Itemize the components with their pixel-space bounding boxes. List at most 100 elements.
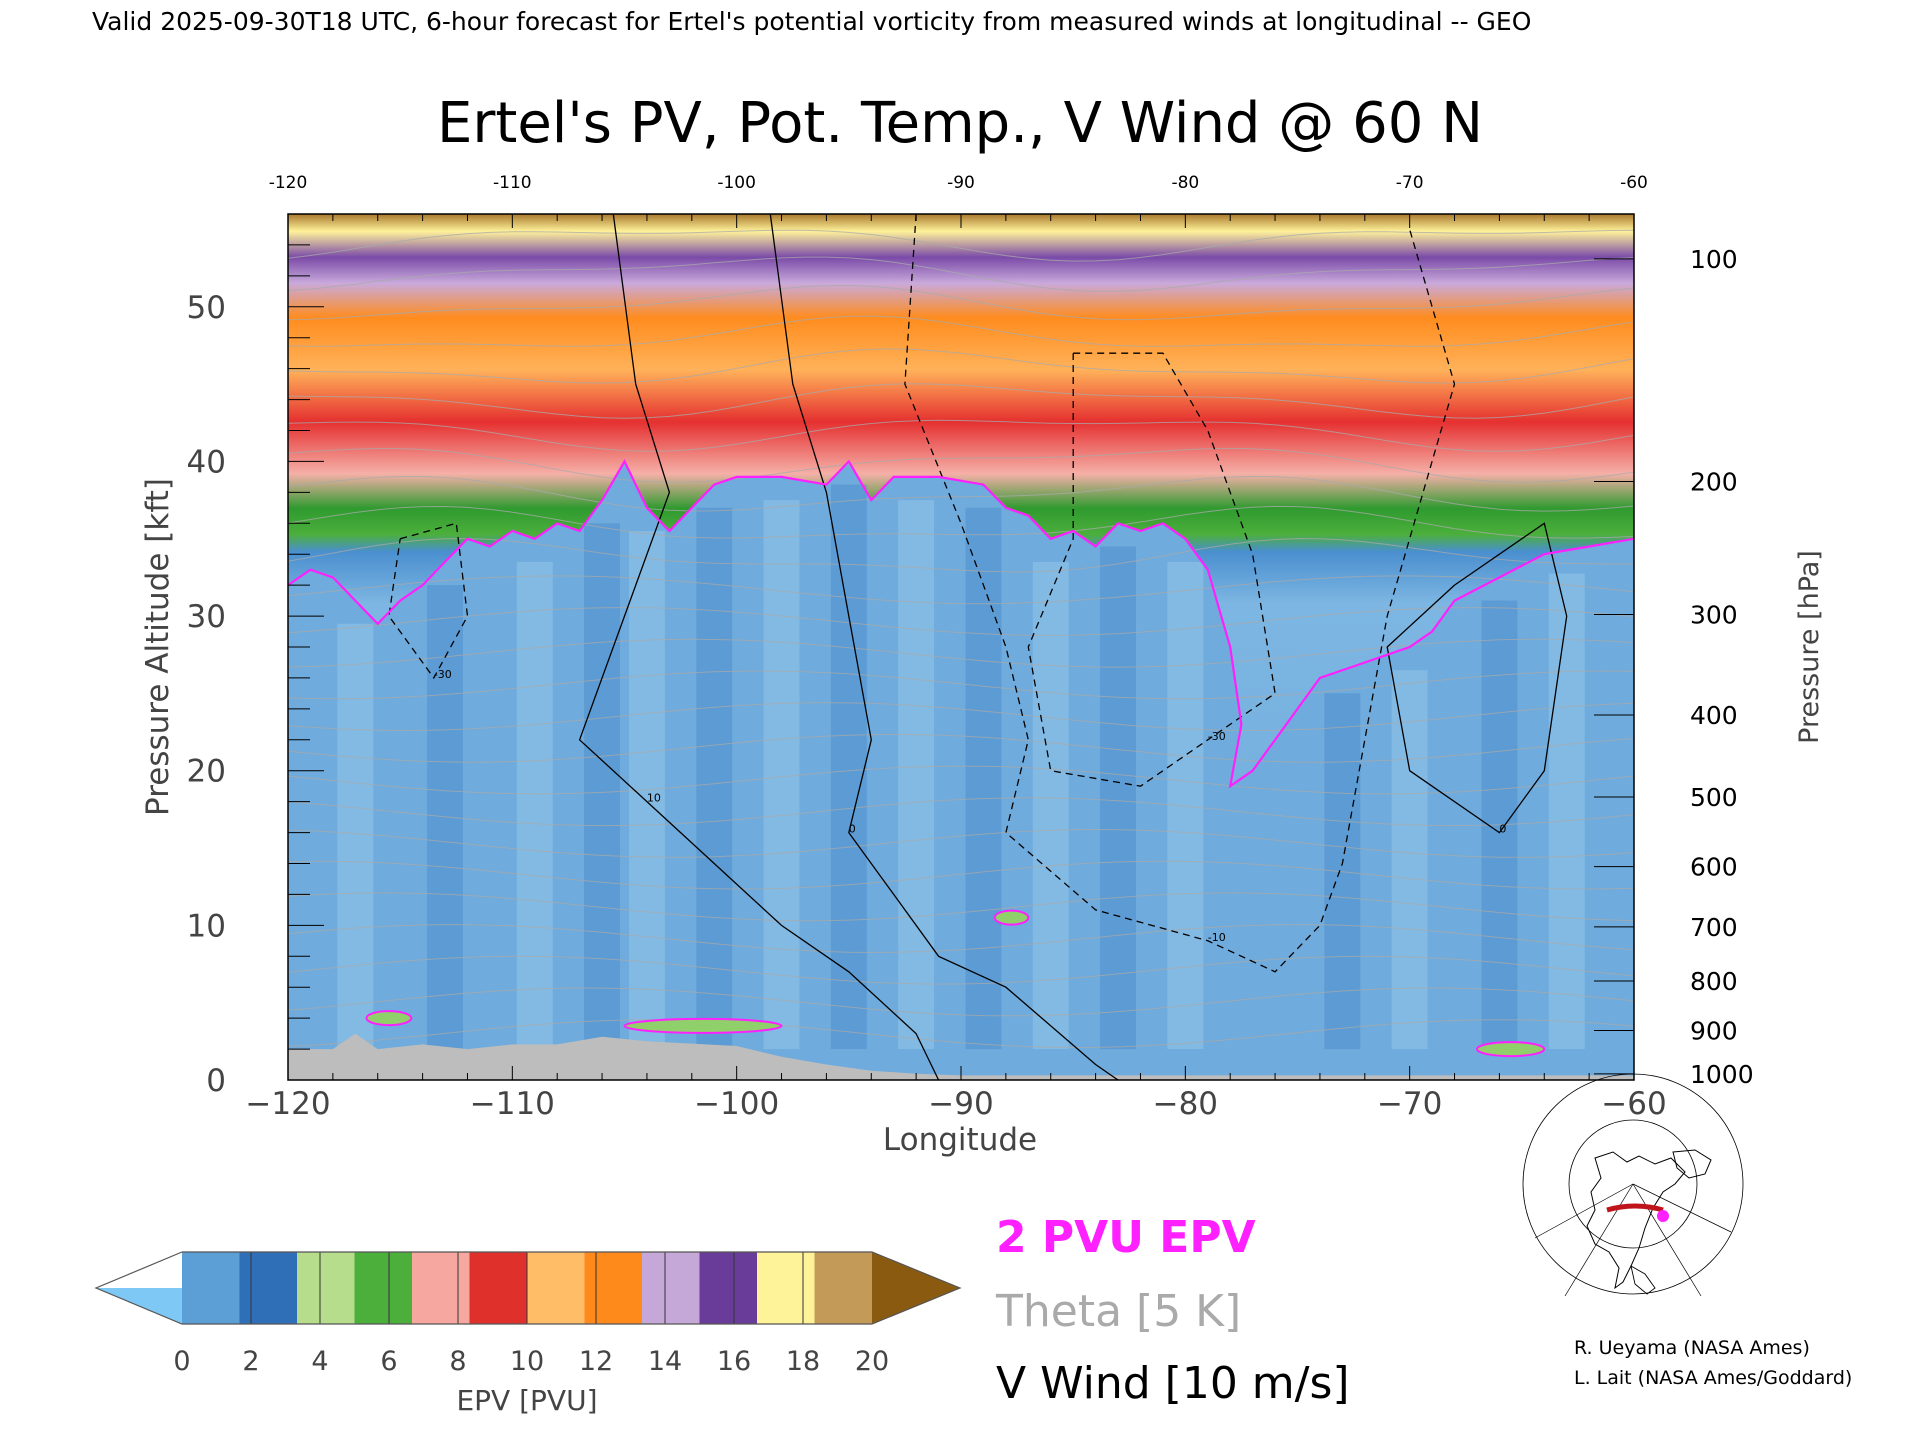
colorbar-outline bbox=[94, 1251, 962, 1325]
theta-isentrope bbox=[288, 733, 1634, 763]
colorbar-tick-label: 0 bbox=[173, 1346, 190, 1377]
colorbar-tick-label: 10 bbox=[510, 1346, 544, 1377]
colorbar-band bbox=[699, 1252, 758, 1324]
x-tick-label: −90 bbox=[928, 1086, 993, 1122]
locator-map bbox=[1522, 1073, 1744, 1297]
theta-isentrope bbox=[288, 638, 1634, 668]
colorbar-band bbox=[814, 1252, 873, 1324]
pv-blob bbox=[993, 909, 1030, 926]
axis-ticks bbox=[287, 213, 1635, 1081]
pv-streak bbox=[696, 507, 733, 1050]
v-wind-contour-label: -10 bbox=[1208, 931, 1226, 944]
theta-isentrope bbox=[288, 348, 1634, 384]
pv-streak bbox=[830, 484, 867, 1050]
y-tick-label: 20 bbox=[187, 754, 226, 790]
theta-isentrope bbox=[288, 607, 1634, 636]
tropopause-2pvu-line bbox=[288, 459, 1634, 789]
theta-contours bbox=[288, 229, 1634, 1049]
valid-line: Valid 2025-09-30T18 UTC, 6-hour forecast… bbox=[92, 7, 1531, 36]
theta-isentrope bbox=[288, 505, 1634, 539]
x-tick-label-top: -70 bbox=[1396, 173, 1424, 193]
y-axis-label-right: Pressure [hPa] bbox=[1794, 550, 1825, 744]
pressure-tick-label: 600 bbox=[1690, 853, 1738, 882]
x-tick-label: −120 bbox=[245, 1086, 330, 1122]
colorbar-bands bbox=[182, 1252, 873, 1324]
pv-streak bbox=[1391, 670, 1428, 1050]
colorbar-tick-labels: 0 2 4 6 8 10 12 14 16 18 20 bbox=[173, 1346, 889, 1377]
map-coastline bbox=[1672, 1149, 1712, 1179]
legend-wind: V Wind [10 m/s] bbox=[996, 1358, 1350, 1409]
pv-blob bbox=[623, 1017, 783, 1034]
x-tick-label-top: -120 bbox=[269, 173, 308, 193]
theta-isentrope bbox=[288, 383, 1634, 419]
pv-streak bbox=[763, 500, 800, 1050]
colorbar-tick-label: 6 bbox=[380, 1346, 397, 1377]
colorbar-band bbox=[642, 1252, 700, 1324]
y-tick-label: 30 bbox=[187, 599, 226, 635]
theta-isentrope bbox=[288, 797, 1634, 827]
map-section-line bbox=[1606, 1203, 1664, 1213]
v-wind-contours: 0 10 -30 -10 0 -30 bbox=[388, 214, 1568, 1080]
map-meridian bbox=[1632, 1183, 1732, 1233]
pv-streak bbox=[1324, 693, 1361, 1050]
v-wind-contour bbox=[769, 214, 1119, 1080]
pressure-tick-label: 500 bbox=[1690, 783, 1738, 812]
credit-line-2: L. Lait (NASA Ames/Goddard) bbox=[1574, 1367, 1852, 1389]
pv-streak bbox=[965, 507, 1002, 1050]
x-tick-label-top: -110 bbox=[493, 173, 532, 193]
map-graticule-circle bbox=[1522, 1073, 1744, 1295]
chart-title: Ertel's PV, Pot. Temp., V Wind @ 60 N bbox=[437, 91, 1483, 156]
pressure-tick-label: 300 bbox=[1690, 601, 1738, 630]
pressure-tick-label: 700 bbox=[1690, 913, 1738, 942]
v-wind-contour-label: 10 bbox=[647, 792, 661, 805]
colorbar-tick-label: 20 bbox=[855, 1346, 889, 1377]
pressure-tick-label: 200 bbox=[1690, 468, 1738, 497]
pressure-tick-label: 800 bbox=[1690, 967, 1738, 996]
colorbar-tick-label: 8 bbox=[449, 1346, 466, 1377]
colorbar-band bbox=[239, 1252, 298, 1324]
pv-blob bbox=[365, 1010, 413, 1027]
x-axis-label: Longitude bbox=[883, 1122, 1037, 1158]
pv-blob bbox=[1476, 1041, 1546, 1058]
colorbar-band bbox=[354, 1252, 413, 1324]
map-coastline bbox=[1586, 1151, 1686, 1290]
map-coastline bbox=[1630, 1265, 1656, 1295]
pressure-tick-label: 400 bbox=[1690, 701, 1738, 730]
x-tick-label: −110 bbox=[470, 1086, 555, 1122]
legend: 2 PVU EPV Theta [5 K] V Wind [10 m/s] bbox=[995, 1212, 1350, 1409]
x-tick-label: −60 bbox=[1601, 1086, 1666, 1122]
plot-area: 0 10 -30 -10 0 -30 bbox=[287, 213, 1635, 1081]
pv-streak bbox=[898, 500, 935, 1050]
map-meridian bbox=[1534, 1183, 1634, 1239]
low-level-pv-blobs bbox=[365, 909, 1546, 1058]
colorbar-tick-label: 14 bbox=[648, 1346, 682, 1377]
y-tick-label: 50 bbox=[187, 290, 226, 326]
colorbar-tick-label: 4 bbox=[311, 1346, 328, 1377]
x-tick-label: −100 bbox=[694, 1086, 779, 1122]
x-tick-label-top: -60 bbox=[1620, 173, 1648, 193]
pv-streak bbox=[1100, 546, 1136, 1050]
x-tick-label: −70 bbox=[1377, 1086, 1442, 1122]
colorbar-band bbox=[412, 1252, 470, 1324]
theta-isentrope bbox=[288, 765, 1634, 795]
theta-isentrope bbox=[288, 575, 1634, 605]
v-wind-contour bbox=[1386, 522, 1568, 834]
pressure-tick-label: 1000 bbox=[1690, 1060, 1754, 1089]
theta-isentrope bbox=[288, 828, 1634, 858]
colorbar-band bbox=[584, 1252, 643, 1324]
colorbar-tick-label: 18 bbox=[786, 1346, 820, 1377]
theta-isentrope bbox=[288, 702, 1634, 732]
pv-streak bbox=[1548, 573, 1585, 1049]
credit-line-1: R. Ueyama (NASA Ames) bbox=[1574, 1337, 1810, 1359]
theta-isentrope bbox=[288, 538, 1634, 573]
theta-isentrope bbox=[288, 670, 1634, 700]
theta-isentrope bbox=[288, 284, 1634, 321]
surface-terrain bbox=[288, 1033, 1634, 1080]
colorbar-tick-label: 16 bbox=[717, 1346, 751, 1377]
x-tick-label-top: -90 bbox=[947, 173, 975, 193]
y-tick-label: 10 bbox=[187, 908, 226, 944]
legend-theta: Theta [5 K] bbox=[995, 1286, 1241, 1337]
theta-isentrope bbox=[288, 924, 1634, 953]
pv-streak bbox=[584, 523, 620, 1050]
x-tick-labels-top: -120 -110 -100 -90 -80 -70 -60 bbox=[269, 173, 1648, 193]
